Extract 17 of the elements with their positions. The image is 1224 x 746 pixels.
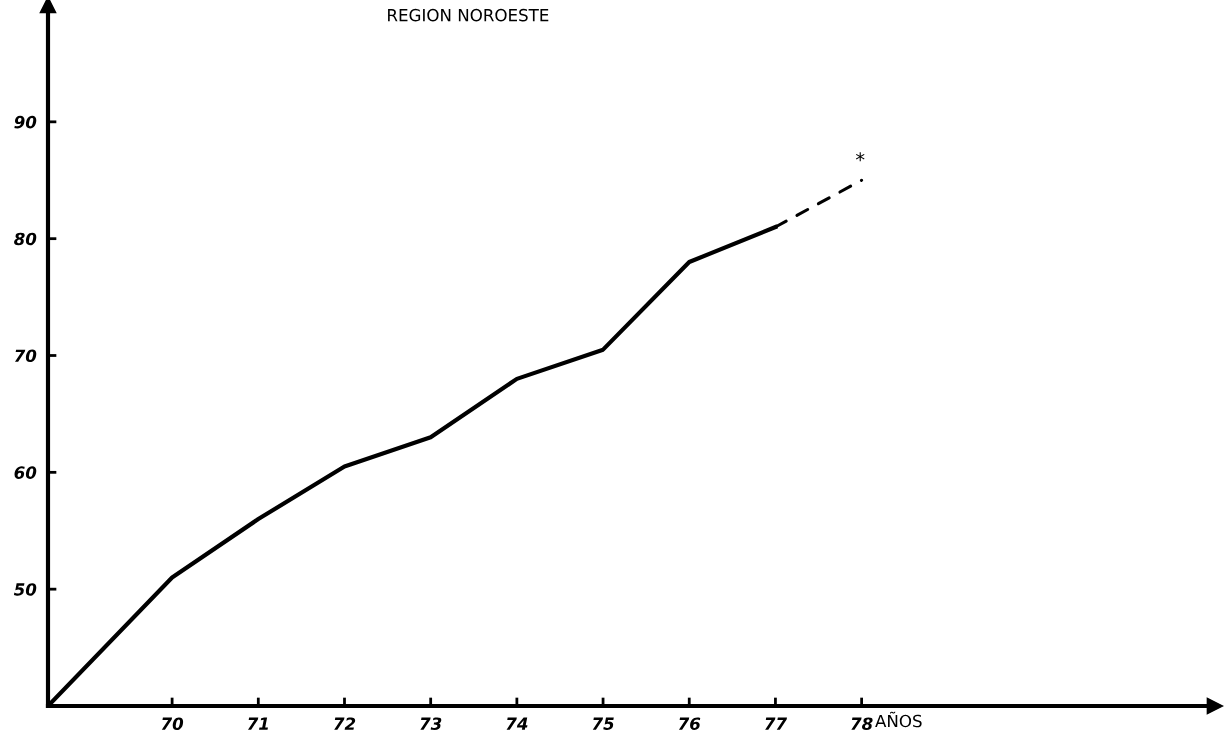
x-tick-label: 73 [420,717,442,731]
y-tick-label: 50 [13,583,37,596]
x-tick-label: 75 [592,717,614,731]
y-tick-label: 80 [14,232,37,246]
annotation: * [855,152,865,162]
x-tick-label: 70 [161,717,184,731]
y-tick-label: 70 [15,349,37,363]
x-tick-label: 77 [765,717,787,730]
x-tick-label: 78 [851,717,873,731]
x-tick-label: 71 [248,717,268,730]
chart-title: REGION NOROESTE [388,8,549,22]
x-tick-label: 76 [678,717,701,731]
y-tick-label: 60 [14,466,37,479]
x-tick-label: 74 [506,717,528,730]
x-axis-title: AÑOS [875,711,922,728]
y-tick-label: 90 [14,115,37,129]
x-tick-label: 72 [334,717,356,730]
